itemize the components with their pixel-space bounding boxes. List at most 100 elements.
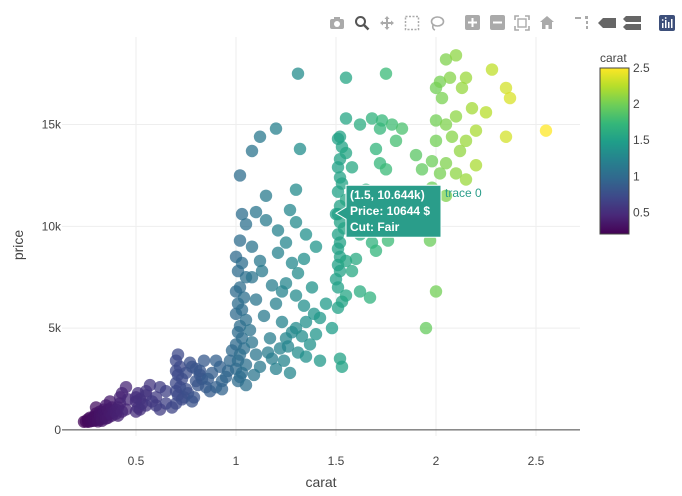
lasso-select-icon [429, 15, 445, 36]
data-point [365, 112, 379, 125]
data-point [253, 254, 267, 268]
hover-compare-button[interactable] [621, 14, 643, 36]
data-point [289, 289, 303, 302]
data-point [439, 157, 453, 170]
data-point [269, 362, 283, 376]
plotly-logo-icon [659, 14, 675, 36]
data-point [309, 240, 323, 253]
data-point [465, 102, 479, 115]
colorbar: carat 0.5 1 1.5 2 2.5 [599, 51, 650, 235]
data-point [245, 271, 259, 284]
colorbar-title: carat [600, 51, 627, 65]
data-point [279, 236, 293, 249]
data-point [239, 313, 253, 327]
data-point [253, 130, 267, 143]
data-point [353, 285, 367, 298]
data-point [271, 246, 285, 259]
data-point [389, 134, 403, 148]
colorbar-tick-label: 2.5 [633, 61, 650, 75]
data-point [245, 144, 259, 158]
data-point [333, 236, 347, 249]
data-point [279, 277, 293, 290]
data-point [319, 297, 333, 310]
y-tick-label: 10k [42, 219, 62, 233]
data-point [335, 177, 349, 190]
data-point [197, 354, 211, 367]
data-point [255, 264, 269, 278]
data-point [253, 360, 267, 373]
data-point [235, 256, 249, 270]
data-point [265, 279, 279, 292]
data-point [331, 281, 345, 294]
zoom-out-icon [489, 15, 505, 35]
data-point [269, 297, 283, 310]
data-point [297, 252, 311, 266]
tooltip-line2: Price: 10644 $ [350, 204, 430, 218]
zoom-out-button[interactable] [486, 14, 508, 36]
reset-axes-button[interactable] [536, 14, 558, 36]
camera-button[interactable] [326, 14, 348, 36]
data-point [369, 244, 383, 257]
data-point [449, 49, 463, 62]
zoom-in-button[interactable] [461, 14, 483, 36]
data-point [339, 254, 353, 268]
colorbar-tick-label: 1 [633, 169, 640, 183]
data-point [243, 323, 257, 337]
data-point [289, 183, 303, 196]
tooltip-line3: Cut: Fair [350, 220, 400, 234]
data-point [449, 167, 463, 180]
x-tick-label: 1.5 [328, 454, 345, 468]
data-point [187, 391, 201, 404]
pan-icon [379, 15, 395, 36]
data-point [375, 114, 389, 127]
zoom-button[interactable] [351, 14, 373, 36]
box-select-button[interactable] [401, 14, 423, 36]
data-point [439, 189, 453, 202]
data-point [459, 71, 473, 84]
data-point [245, 240, 259, 253]
data-point [283, 366, 297, 380]
data-point [265, 352, 279, 365]
hover-compare-icon [622, 15, 642, 36]
data-point [313, 354, 327, 367]
data-point [445, 130, 459, 143]
data-point [419, 321, 433, 335]
data-point [297, 299, 311, 312]
zoom-icon [354, 15, 370, 36]
hover-closest-icon [597, 16, 617, 34]
data-point [429, 114, 443, 127]
data-point [119, 380, 133, 394]
plotly-logo-button[interactable] [656, 14, 678, 36]
data-point [439, 53, 453, 66]
data-point [285, 256, 299, 270]
data-point [503, 91, 517, 105]
data-point [239, 378, 253, 392]
data-point [485, 63, 499, 76]
data-point [499, 81, 513, 95]
hover-closest-button[interactable] [596, 14, 618, 36]
x-tick-label: 2.5 [528, 454, 545, 468]
data-point [443, 71, 457, 84]
pan-button[interactable] [376, 14, 398, 36]
data-point [433, 167, 447, 180]
data-point [291, 266, 305, 280]
data-point [281, 340, 295, 353]
spike-lines-button[interactable] [571, 14, 593, 36]
autoscale-button[interactable] [511, 14, 533, 36]
y-tick-label: 5k [48, 321, 62, 335]
data-point [309, 328, 323, 341]
x-axis-title: carat [305, 474, 336, 490]
data-point [233, 281, 247, 294]
data-point [119, 403, 133, 416]
colorbar-gradient [599, 67, 630, 235]
data-point [539, 124, 553, 137]
lasso-select-button[interactable] [426, 14, 448, 36]
data-point [305, 281, 319, 294]
data-point [171, 348, 185, 361]
data-point [249, 205, 263, 219]
data-point [257, 309, 271, 323]
chart-axes: 0.5 1 1.5 2 2.5 0 5k 10k 15k [42, 118, 580, 468]
data-point [249, 293, 263, 306]
data-point [259, 189, 273, 202]
chart-grid [62, 37, 580, 436]
